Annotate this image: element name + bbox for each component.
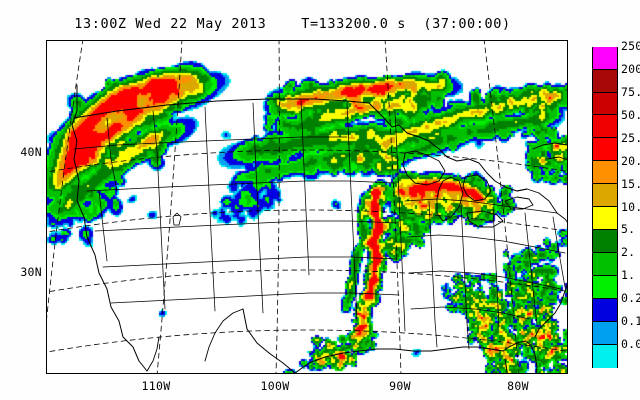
lon-tick-label-90w: 90W — [389, 379, 411, 393]
colorbar-swatch-15[interactable] — [593, 184, 617, 208]
colorbar-tick-50: 50. — [621, 107, 640, 122]
lon-tick-label-100w: 100W — [260, 379, 290, 393]
colorbar-tick-010: 0.10 — [621, 314, 640, 329]
colorbar-tick-20: 20. — [621, 153, 640, 168]
colorbar-tick-10: 10. — [621, 199, 640, 214]
lat-tick-label-40n: 40N — [20, 145, 42, 159]
colorbar-swatch-010[interactable] — [593, 321, 617, 345]
colorbar-swatch-2[interactable] — [593, 253, 617, 276]
map-panel[interactable] — [46, 40, 568, 374]
colorbar-tick-025: 0.25 — [621, 291, 640, 306]
lon-tick-label-80w: 80W — [507, 379, 529, 393]
colorbar-swatch-5[interactable] — [593, 230, 617, 254]
colorbar-swatch-250[interactable] — [593, 46, 617, 70]
colorbar-tick-2: 2. — [621, 245, 636, 260]
colorbar-swatch-25[interactable] — [593, 138, 617, 162]
colorbar-swatch-10[interactable] — [593, 207, 617, 231]
colorbar-swatch-025[interactable] — [593, 298, 617, 322]
colorbar-tick-200: 200. — [621, 61, 640, 76]
colorbar-swatch-20[interactable] — [593, 161, 617, 185]
precipitation-raster — [47, 41, 567, 373]
colorbar-swatch-50[interactable] — [593, 115, 617, 139]
colorbar[interactable] — [592, 46, 618, 368]
colorbar-swatch-1[interactable] — [593, 275, 617, 299]
colorbar-tick-15: 15. — [621, 176, 640, 191]
colorbar-tick-75: 75. — [621, 84, 640, 99]
colorbar-tick-25: 25. — [621, 130, 640, 145]
colorbar-tick-1: 1. — [621, 268, 636, 283]
colorbar-swatch-200[interactable] — [593, 69, 617, 93]
colorbar-swatch-75[interactable] — [593, 92, 617, 116]
page-title: 13:00Z Wed 22 May 2013 T=133200.0 s (37:… — [74, 16, 511, 32]
lon-tick-label-110w: 110W — [141, 379, 171, 393]
colorbar-swatch-001[interactable] — [593, 344, 617, 368]
colorbar-tick-250: 250. — [621, 39, 640, 53]
colorbar-tick-5: 5. — [621, 222, 636, 237]
lat-tick-label-30n: 30N — [20, 265, 42, 279]
colorbar-tick-001: 0.01 — [621, 337, 640, 352]
